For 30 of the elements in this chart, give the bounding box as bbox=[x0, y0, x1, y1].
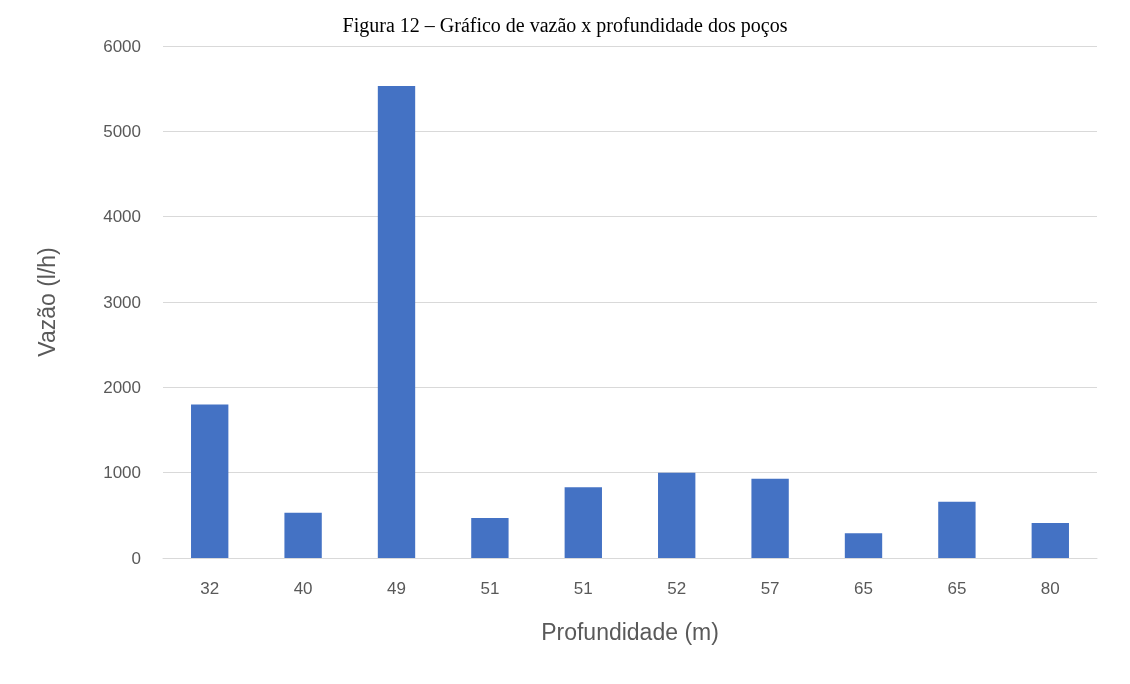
bar bbox=[938, 501, 976, 558]
x-tick-label: 52 bbox=[667, 579, 687, 598]
bar bbox=[658, 472, 696, 558]
bar bbox=[191, 404, 229, 558]
chart-title: Figura 12 – Gráfico de vazão x profundidade dos poços bbox=[342, 14, 788, 37]
y-tick-label: 4000 bbox=[103, 207, 141, 227]
y-tick-label: 6000 bbox=[103, 36, 141, 56]
bar bbox=[1031, 523, 1069, 558]
y-tick-label: 0 bbox=[131, 548, 141, 568]
x-tick-label: 49 bbox=[387, 579, 406, 598]
x-tick-label: 65 bbox=[947, 579, 967, 598]
x-tick-label: 57 bbox=[760, 579, 780, 598]
x-tick-label: 51 bbox=[480, 579, 500, 598]
bar bbox=[751, 478, 789, 558]
y-axis-title: Vazão (l/h) bbox=[33, 247, 60, 357]
y-tick-label: 1000 bbox=[103, 463, 141, 483]
x-tick-label: 80 bbox=[1040, 579, 1060, 598]
bar bbox=[377, 86, 416, 558]
x-axis-title: Profundidade (m) bbox=[541, 618, 719, 645]
y-tick-label: 3000 bbox=[103, 292, 141, 312]
bar bbox=[471, 517, 509, 558]
x-tick-label: 51 bbox=[573, 579, 593, 598]
x-tick-label: 32 bbox=[200, 579, 220, 598]
y-tick-label: 2000 bbox=[103, 377, 141, 397]
bar bbox=[564, 487, 602, 558]
x-tick-label: 40 bbox=[293, 579, 313, 598]
y-tick-label: 5000 bbox=[103, 121, 141, 141]
bar bbox=[844, 533, 883, 558]
x-tick-label: 65 bbox=[854, 579, 873, 598]
bar bbox=[284, 512, 322, 558]
